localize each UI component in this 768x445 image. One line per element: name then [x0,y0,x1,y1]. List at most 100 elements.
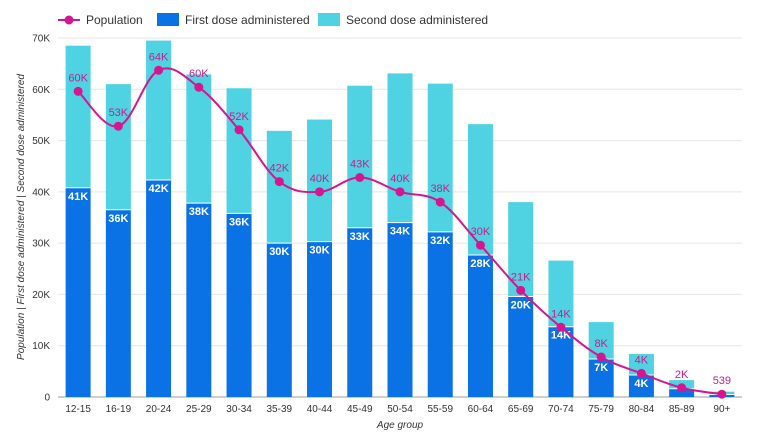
first-dose-data-label: 28K [470,258,490,270]
population-line: 60K 53K 64K 60K 52K 42K 40K 43K 40K 38K 30K 21K 14K 8… [68,51,731,399]
population-data-label: 60K [68,72,88,84]
population-data-label: 42K [270,163,290,175]
bar-second-dose [105,84,131,210]
bar-second-dose [467,124,493,255]
first-dose-data-label: 7K [594,362,608,374]
bar-first-dose [508,296,534,397]
population-point [475,240,485,250]
first-dose-data-label: 30K [269,246,289,258]
x-tick-label: 60-64 [468,404,494,415]
x-tick-label: 40-44 [307,404,333,415]
population-data-label: 8K [594,338,608,350]
first-dose-data-label: 34K [390,226,410,238]
population-data-label: 38K [430,183,450,195]
population-point [556,322,566,332]
population-data-label: 43K [350,158,370,170]
population-point [194,82,204,92]
x-tick-label: 12-15 [65,404,91,415]
bar-first-dose [387,222,413,397]
population-data-label: 4K [635,354,649,366]
first-dose-data-label: 4K [634,378,648,390]
bar-second-dose [307,119,333,242]
first-dose-data-label: 14K [551,330,571,342]
x-tick-label: 50-54 [387,404,413,415]
population-data-label: 53K [109,107,129,119]
legend: Population First dose administered Secon… [58,13,488,27]
population-data-label: 60K [189,68,209,80]
population-data-label: 539 [713,375,731,387]
legend-first-dose-label: First dose administered [185,13,310,27]
population-data-label: 40K [310,173,330,185]
bar-second-dose [548,260,574,327]
bar-first-dose [347,227,373,397]
bar-second-dose [628,353,654,375]
bar-first-dose [65,187,91,397]
first-dose-data-label: 479 [713,376,731,388]
population-point [73,86,83,96]
legend-item-first-dose[interactable]: First dose administered [157,13,310,27]
first-dose-data-label: 33K [350,231,370,243]
y-tick-label: 70K [32,34,50,45]
first-dose-data-label: 32K [430,235,450,247]
x-tick-label: 55-59 [427,404,453,415]
x-tick-label: 65-69 [508,404,534,415]
y-tick-label: 0 [44,393,50,404]
population-point [154,65,164,75]
x-tick-label: 30-34 [226,404,252,415]
x-tick-label: 80-84 [629,404,655,415]
bar-first-dose [588,359,614,397]
x-tick-label: 20-24 [146,404,172,415]
population-data-label: 21K [511,271,531,283]
legend-population-marker [64,15,74,25]
x-axis: 12-15 16-19 20-24 25-29 30-34 35-39 40-44 45-49… [65,404,730,415]
first-dose-data-label: 41K [68,191,88,203]
bar-second-dose [186,74,212,204]
y-tick-label: 30K [32,239,50,250]
first-dose-data-label: 36K [229,216,249,228]
y-axis-title: Population | First dose administered | S… [16,74,27,360]
bar-first-dose [669,388,695,397]
population-point [315,187,325,197]
legend-item-population[interactable]: Population [58,13,143,27]
bar-first-dose [226,213,252,397]
y-tick-label: 10K [32,341,50,352]
bar-second-dose [347,85,373,228]
population-data-label: 2K [675,369,689,381]
x-tick-label: 70-74 [548,404,574,415]
population-point [234,125,244,135]
population-point [435,197,445,207]
x-tick-label: 90+ [713,404,730,415]
population-data-label: 30K [471,226,491,238]
population-point [516,285,526,295]
bar-first-dose [427,231,453,397]
y-axis: 0 10K 20K 30K 40K 50K 60K 70K [32,34,50,404]
bar-second-dose [387,73,413,223]
population-point [113,121,123,131]
population-data-label: 52K [229,111,249,123]
population-data-label: 64K [149,51,169,63]
bar-second-dose [427,83,453,232]
first-dose-data-label: 42K [148,183,168,195]
population-point [636,368,646,378]
x-axis-title: Age group [376,420,424,431]
population-point [274,177,284,187]
first-dose-data-label: 36K [108,213,128,225]
bar-first-dose [628,374,654,397]
x-tick-label: 45-49 [347,404,373,415]
first-dose-data-label: 20K [511,299,531,311]
legend-population-label: Population [86,13,143,27]
x-tick-label: 16-19 [106,404,132,415]
bar-first-dose [266,243,292,397]
y-tick-label: 60K [32,85,50,96]
x-tick-label: 35-39 [267,404,293,415]
population-data-label: 14K [551,308,571,320]
legend-item-second-dose[interactable]: Second dose administered [318,13,488,27]
bar-first-dose [307,241,333,397]
bar-first-dose [105,209,131,397]
first-dose-data-label: 30K [309,245,329,257]
bar-first-dose [146,180,172,397]
y-tick-label: 20K [32,290,50,301]
first-dose-data-label: 2K [675,370,689,382]
legend-first-dose-swatch [157,13,179,26]
